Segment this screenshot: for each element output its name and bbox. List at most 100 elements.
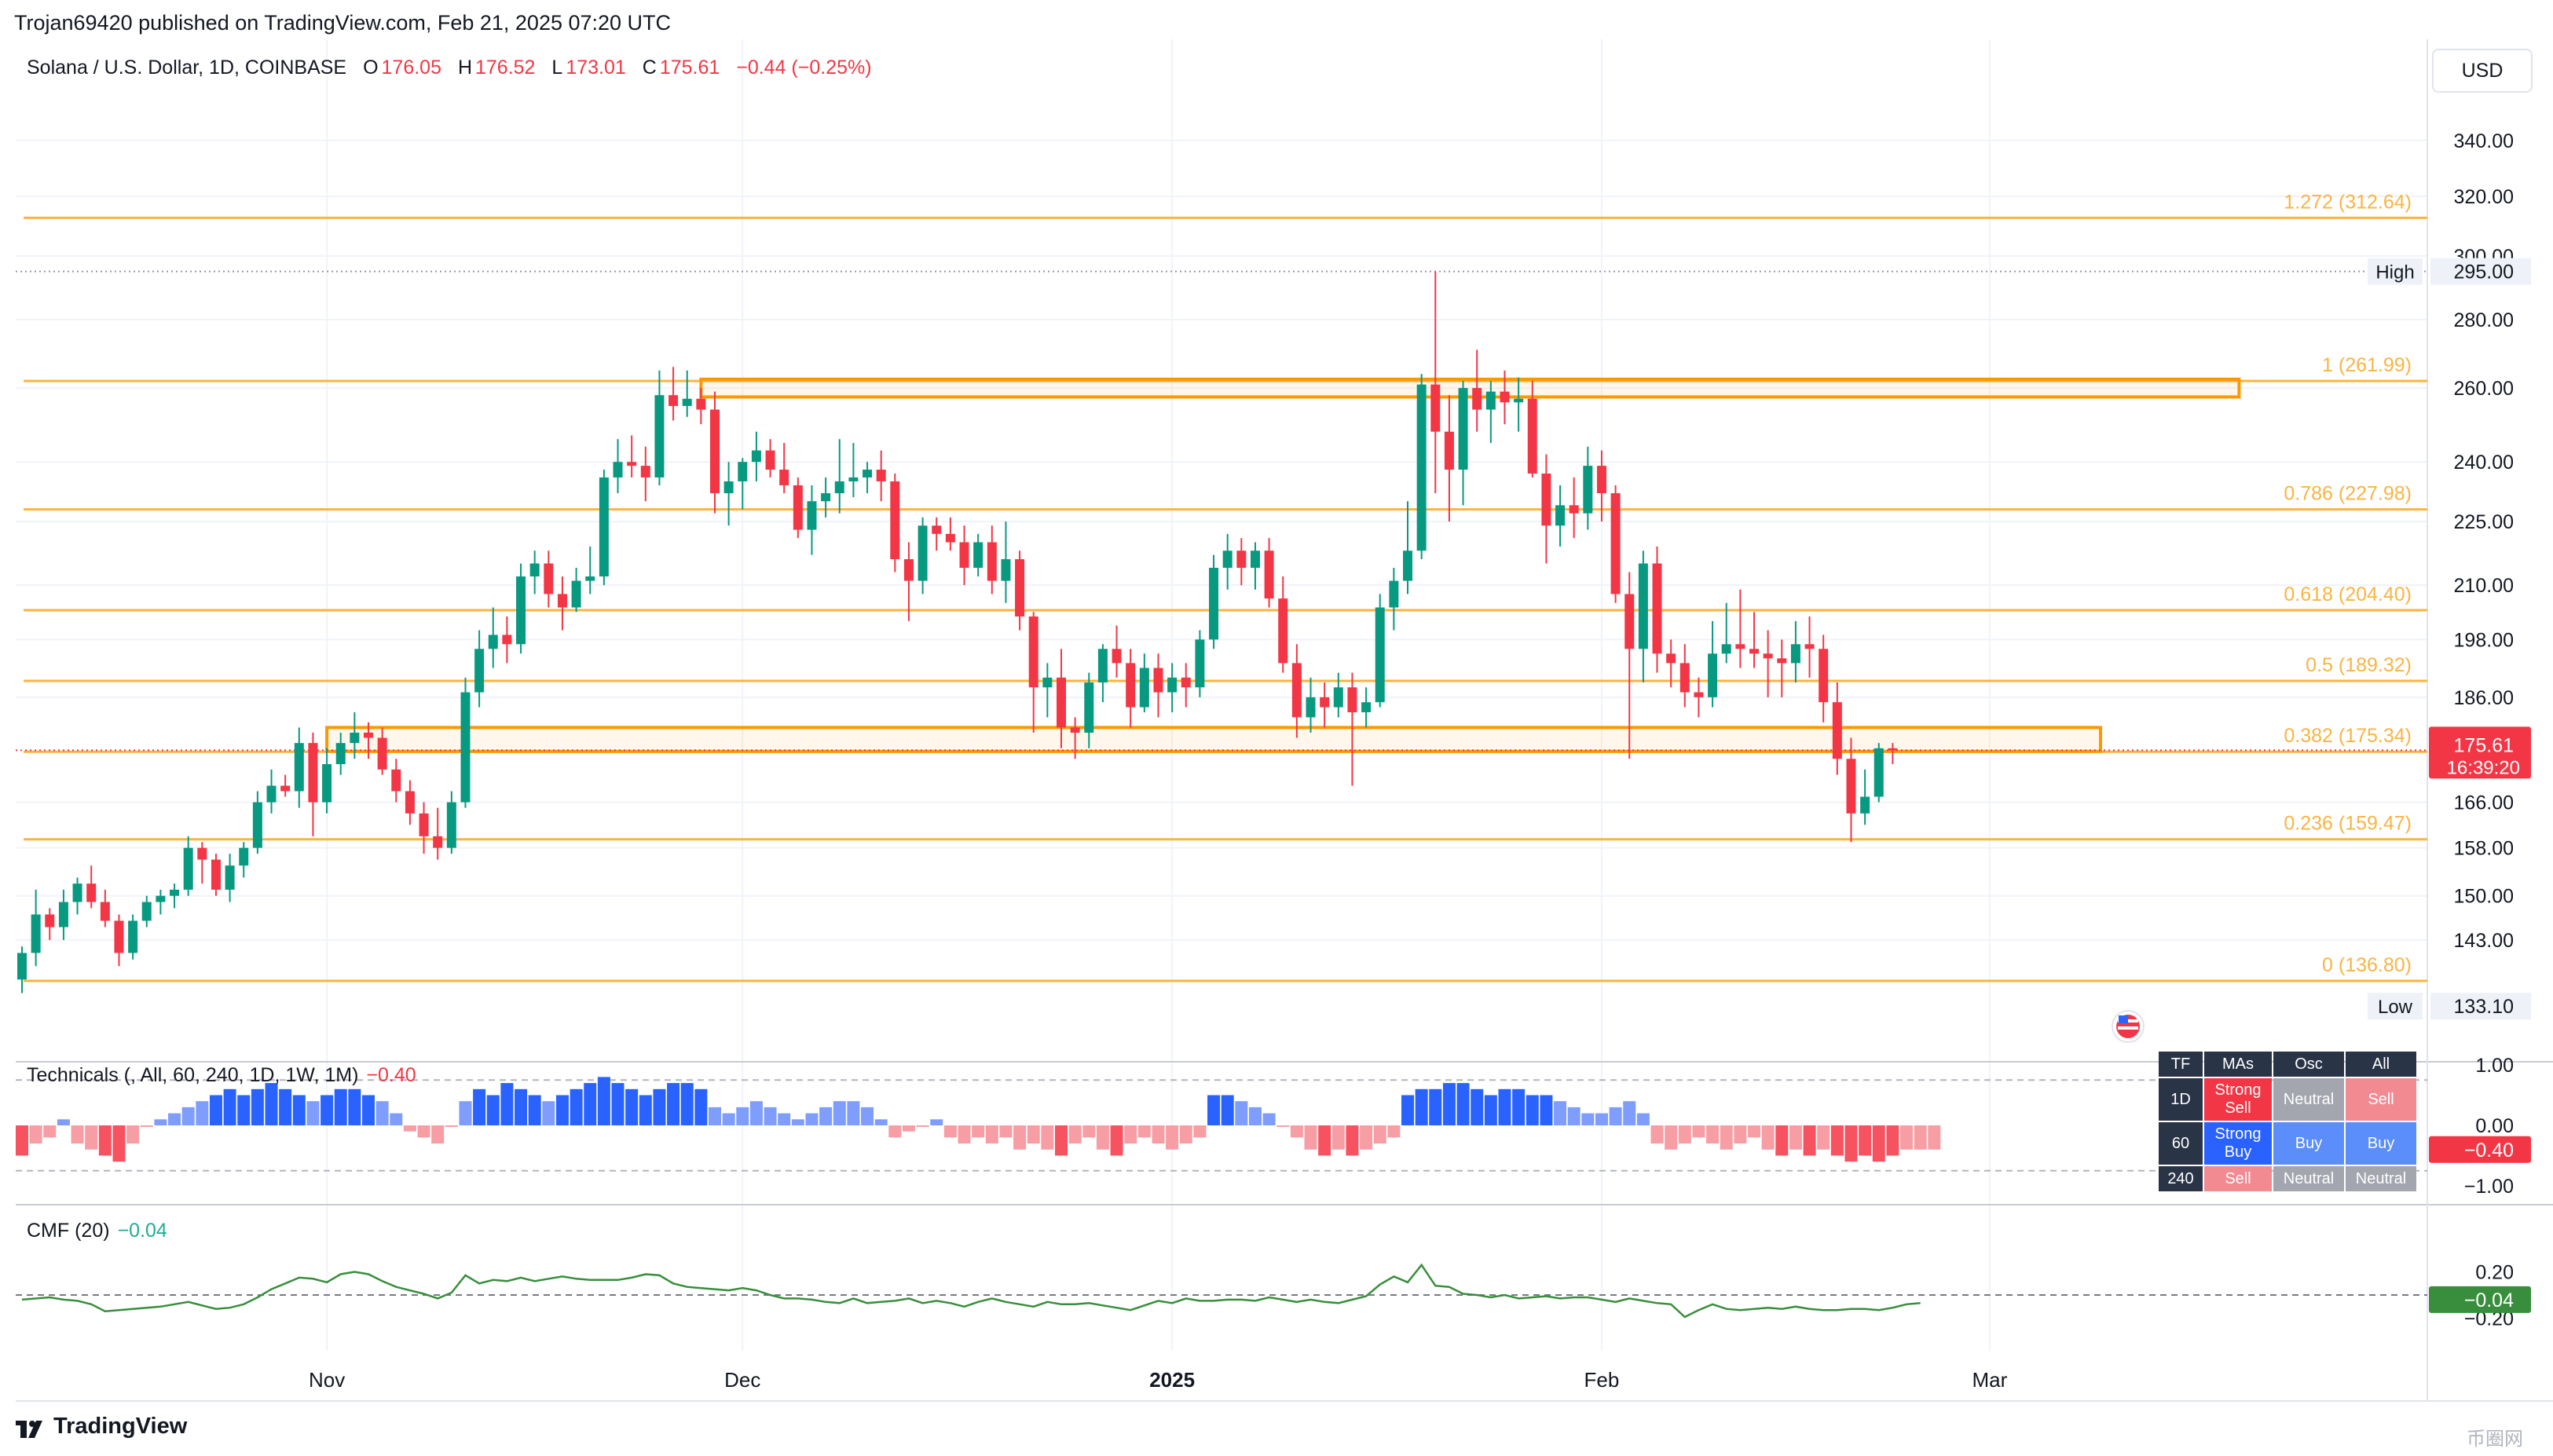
candle-body — [1097, 649, 1108, 683]
candle-body — [446, 802, 456, 848]
candle-body — [294, 743, 304, 792]
candle-body — [141, 902, 152, 921]
technicals-bar — [362, 1095, 375, 1125]
technicals-table: TF MAs Osc All 1D Strong Sell Neutral Se… — [2157, 1050, 2418, 1193]
candle-body — [1819, 649, 1829, 703]
technicals-legend[interactable]: Technicals (, All, 60, 240, 1D, 1W, 1M) −… — [27, 1064, 416, 1087]
technicals-bar — [1248, 1107, 1262, 1125]
candle-body — [1777, 658, 1787, 664]
low-label: L — [551, 57, 563, 79]
technicals-bar — [1692, 1125, 1705, 1138]
candle-body — [1846, 759, 1856, 814]
table-row-tf: 60 — [2159, 1122, 2203, 1165]
candle-body — [1569, 505, 1579, 514]
table-header-osc: Osc — [2273, 1052, 2344, 1077]
high-marker-tag — [2368, 258, 2423, 285]
technicals-bar — [43, 1125, 57, 1138]
candle-body — [863, 470, 873, 477]
technicals-bar — [1512, 1088, 1526, 1125]
price-tick-label: 210.00 — [2454, 575, 2514, 597]
technicals-bar — [874, 1119, 888, 1125]
technicals-bar — [1761, 1125, 1775, 1150]
candle-body — [1306, 697, 1316, 718]
table-cell-all: Buy — [2346, 1122, 2416, 1165]
candle-body — [640, 466, 650, 477]
candle-body — [433, 836, 443, 848]
fib-level-label: 0.786 (227.98) — [2284, 483, 2412, 505]
technicals-bar — [1581, 1113, 1595, 1125]
technicals-bar — [1360, 1125, 1373, 1150]
candle-body — [58, 902, 68, 927]
symbol-legend: Solana / U.S. Dollar, 1D, COINBASE O 176.… — [27, 57, 872, 79]
candle-body — [1126, 663, 1136, 708]
technicals-bar — [1567, 1107, 1581, 1125]
high-value-label: 295.00 — [2454, 262, 2514, 284]
currency-button[interactable]: USD — [2432, 49, 2533, 93]
candle-body — [114, 920, 124, 953]
price-tick-label: 166.00 — [2454, 792, 2514, 814]
table-cell-mas: Sell — [2204, 1166, 2272, 1191]
technicals-bar — [1706, 1125, 1720, 1144]
technicals-bar — [985, 1125, 998, 1144]
candle-body — [308, 743, 318, 803]
low-marker-label: Low — [2378, 997, 2413, 1018]
publisher-line: Trojan69420 published on TradingView.com… — [14, 11, 672, 35]
technicals-bar — [98, 1125, 112, 1156]
technicals-bar — [1179, 1125, 1192, 1144]
close-value: 175.61 — [659, 57, 720, 79]
technicals-bar — [375, 1101, 389, 1125]
candle-body — [1679, 663, 1690, 693]
candle-body — [1596, 466, 1606, 494]
technicals-bar — [1387, 1125, 1401, 1138]
candle-body — [987, 542, 997, 581]
tradingview-brand[interactable]: TradingView — [16, 1414, 187, 1440]
price-tick-label: 340.00 — [2454, 130, 2514, 152]
candle-body — [1430, 384, 1441, 432]
technicals-bar — [555, 1095, 569, 1125]
technicals-bar — [515, 1088, 528, 1125]
technicals-bar — [999, 1125, 1013, 1138]
time-tick-label: 2025 — [1149, 1368, 1195, 1392]
technicals-bar — [1290, 1125, 1303, 1138]
price-tick-label: 150.00 — [2454, 886, 2514, 908]
brand-name: TradingView — [53, 1414, 188, 1439]
technicals-bar — [764, 1107, 777, 1125]
technicals-bar — [833, 1101, 846, 1125]
table-cell-all: Neutral — [2346, 1166, 2416, 1191]
candle-body — [1153, 668, 1163, 693]
technicals-bar — [1595, 1113, 1608, 1125]
technicals-bar — [1207, 1095, 1221, 1125]
technicals-bar — [1137, 1125, 1151, 1138]
candle-body — [723, 481, 734, 494]
technicals-bar — [168, 1113, 181, 1125]
symbol-name[interactable]: Solana / U.S. Dollar, 1D, COINBASE — [27, 57, 347, 79]
cmf-legend[interactable]: CMF (20) −0.04 — [27, 1220, 167, 1242]
technicals-bar — [112, 1125, 126, 1162]
candle-body — [1888, 748, 1898, 751]
technicals-bar — [819, 1107, 833, 1125]
technicals-bar — [1650, 1125, 1664, 1144]
candle-body — [1804, 644, 1815, 649]
candle-body — [1333, 687, 1343, 708]
candle-body — [1444, 431, 1454, 470]
candle-body — [239, 847, 249, 866]
technicals-bar — [1429, 1088, 1442, 1125]
candle-body — [350, 732, 360, 744]
high-marker-label: High — [2375, 262, 2414, 284]
candle-body — [1361, 702, 1372, 712]
candle-body — [1084, 682, 1094, 733]
technicals-bar — [1304, 1125, 1317, 1150]
price-tick-label: 240.00 — [2454, 452, 2514, 474]
candle-body — [1057, 677, 1066, 728]
table-row-tf: 240 — [2159, 1166, 2203, 1191]
candle-body — [488, 635, 498, 649]
technicals-value-tag — [2429, 1136, 2531, 1163]
technicals-bar — [542, 1101, 555, 1125]
low-value-label: 133.10 — [2454, 996, 2514, 1018]
candle-body — [1236, 551, 1247, 568]
low-value: 173.01 — [566, 57, 626, 79]
candle-body — [1195, 639, 1205, 688]
technicals-bar — [1415, 1088, 1428, 1125]
